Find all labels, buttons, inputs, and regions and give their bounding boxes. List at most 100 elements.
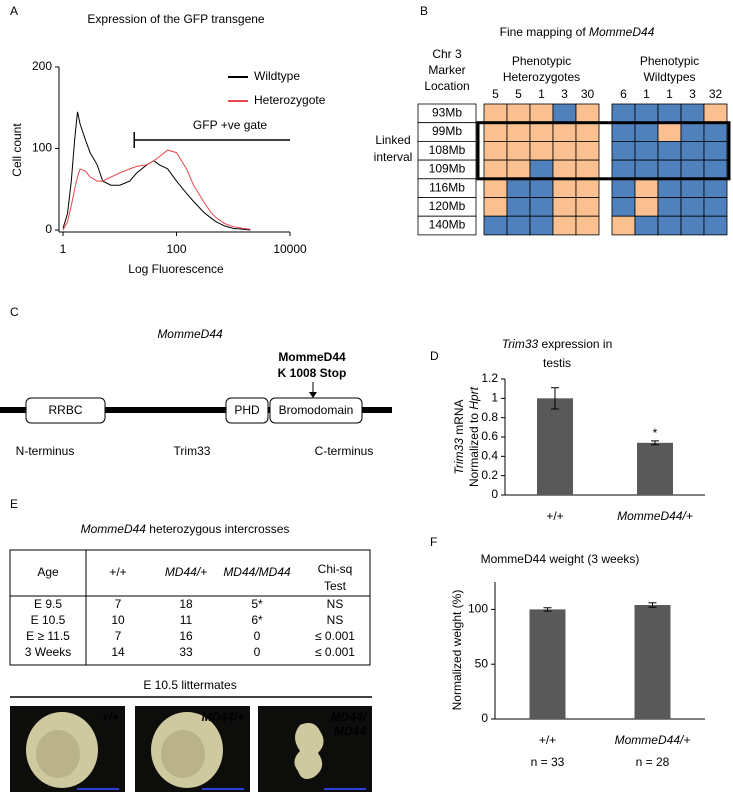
genotype-cell bbox=[657, 159, 682, 180]
map-title: Fine mapping of MommeD44 bbox=[500, 25, 655, 39]
embryo bbox=[294, 723, 324, 779]
genotype-cell bbox=[680, 103, 705, 124]
panel-letter: A bbox=[10, 4, 18, 18]
y-tick-label: 100 bbox=[32, 141, 52, 155]
y-axis-label-part: Trim33 bbox=[452, 438, 466, 475]
marker: 109Mb bbox=[429, 162, 466, 176]
genotype-cell bbox=[552, 197, 577, 217]
y-axis-label-part: Normalized weight (%) bbox=[450, 590, 464, 711]
arrowhead bbox=[309, 392, 317, 398]
marker: 99Mb bbox=[432, 124, 462, 138]
genotype-cell bbox=[552, 215, 577, 236]
genotype-cell bbox=[506, 122, 531, 142]
genotype-cell bbox=[552, 122, 577, 142]
chart-title: testis bbox=[543, 356, 571, 370]
genotype-cell bbox=[529, 215, 554, 236]
table-border bbox=[9, 549, 371, 666]
marker: 140Mb bbox=[429, 218, 466, 232]
genotype-cell bbox=[552, 178, 577, 198]
domain-label: RRBC bbox=[48, 403, 82, 417]
x-tick-label: MommeD44/+ bbox=[617, 509, 693, 523]
group-name: Phenotypic bbox=[640, 54, 699, 68]
genotype-cell bbox=[483, 140, 508, 161]
genotype-cell bbox=[552, 159, 577, 180]
embryo-shade bbox=[36, 730, 80, 778]
panel-letter: C bbox=[10, 305, 19, 319]
genotype-cell bbox=[634, 215, 659, 236]
group-name: Phenotypic bbox=[512, 54, 571, 68]
cell: 5* bbox=[251, 597, 263, 611]
cell: 14 bbox=[111, 645, 125, 659]
genotype-cell bbox=[703, 103, 728, 124]
column-header: Test bbox=[324, 579, 347, 593]
terminus-label: N-terminus bbox=[16, 444, 75, 458]
genotype-cell bbox=[575, 215, 600, 236]
genotype-cell bbox=[529, 140, 554, 161]
genotype-cell bbox=[552, 140, 577, 161]
cell: ≤ 0.001 bbox=[315, 645, 355, 659]
scale-bar bbox=[77, 788, 119, 790]
y-tick-label: 0.4 bbox=[481, 449, 498, 463]
domain bbox=[225, 397, 269, 424]
genotype-cell bbox=[680, 159, 705, 180]
diagram-title: MommeD44 bbox=[157, 327, 223, 341]
y-tick-label: 200 bbox=[32, 59, 52, 73]
scale-bar bbox=[324, 788, 366, 790]
domain-label: PHD bbox=[234, 403, 260, 417]
cell: 11 bbox=[180, 613, 193, 627]
genotype-cell bbox=[703, 140, 728, 161]
y-tick-label: 1 bbox=[491, 391, 498, 405]
x-axis-label: Log Fluorescence bbox=[128, 262, 224, 276]
column-header: MD44/+ bbox=[165, 565, 207, 579]
count: 5 bbox=[515, 87, 522, 101]
note: n = 33 bbox=[531, 755, 565, 769]
genotype-cell bbox=[703, 197, 728, 217]
terminus-label: C-terminus bbox=[315, 444, 374, 458]
cell: ≤ 0.001 bbox=[315, 629, 355, 643]
genotype-cell bbox=[611, 215, 636, 236]
genotype-cell bbox=[611, 159, 636, 180]
column-header: Age bbox=[37, 565, 59, 579]
count: 1 bbox=[643, 87, 650, 101]
mutation-label: K 1008 Stop bbox=[278, 366, 347, 380]
genotype-cell bbox=[552, 103, 577, 124]
series-line bbox=[62, 111, 251, 231]
legend-label: Heterozygote bbox=[254, 93, 326, 107]
count: 3 bbox=[561, 87, 568, 101]
header: Chr 3 bbox=[432, 47, 462, 61]
genotype-cell bbox=[529, 178, 554, 198]
y-axis-label-part: Hprt bbox=[467, 386, 481, 409]
cell: 6* bbox=[251, 613, 263, 627]
x-tick-label: 10000 bbox=[273, 242, 307, 256]
genotype-cell bbox=[680, 178, 705, 198]
photo-title: E 10.5 littermates bbox=[143, 678, 236, 692]
cell: NS bbox=[327, 597, 344, 611]
genotype-cell bbox=[611, 178, 636, 198]
y-axis-label: Cell count bbox=[10, 123, 24, 177]
column-header: MD44/MD44 bbox=[223, 565, 291, 579]
genotype-cell bbox=[703, 215, 728, 236]
genotype-cell bbox=[680, 140, 705, 161]
count: 1 bbox=[538, 87, 545, 101]
genotype-cell bbox=[506, 140, 531, 161]
genotype-cell bbox=[575, 159, 600, 180]
y-axis-label: Trim33 mRNA bbox=[452, 399, 466, 474]
table-title-part: MommeD44 bbox=[81, 522, 147, 536]
photo-label: +/+ bbox=[102, 710, 119, 724]
genotype-cell bbox=[483, 178, 508, 198]
y-tick-label: 1.2 bbox=[481, 371, 498, 385]
x-tick-label: +/+ bbox=[539, 733, 556, 747]
interval-label: interval bbox=[374, 150, 413, 164]
genotype-cell bbox=[506, 159, 531, 180]
terminus-label: Trim33 bbox=[174, 444, 211, 458]
genotype-cell bbox=[611, 140, 636, 161]
genotype-cell bbox=[634, 103, 659, 124]
column-header: Chi-sq bbox=[318, 562, 353, 576]
interval-box bbox=[476, 121, 731, 181]
bar bbox=[634, 605, 671, 719]
chart-title: MommeD44 weight (3 weeks) bbox=[481, 552, 640, 566]
genotype-cell bbox=[680, 197, 705, 217]
genotype-cell bbox=[703, 159, 728, 180]
